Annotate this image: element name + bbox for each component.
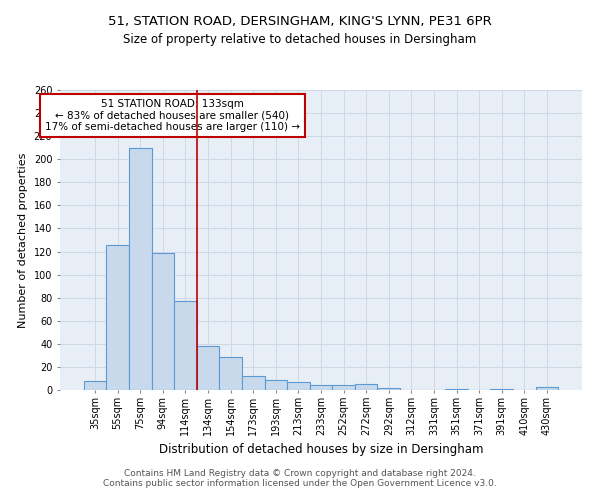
X-axis label: Distribution of detached houses by size in Dersingham: Distribution of detached houses by size …: [159, 444, 483, 456]
Bar: [129, 148, 152, 390]
Bar: [84, 381, 106, 390]
Bar: [536, 386, 558, 390]
Bar: [242, 376, 265, 390]
Bar: [310, 386, 332, 390]
Text: 51 STATION ROAD: 133sqm
← 83% of detached houses are smaller (540)
17% of semi-d: 51 STATION ROAD: 133sqm ← 83% of detache…: [45, 99, 300, 132]
Text: Contains HM Land Registry data © Crown copyright and database right 2024.: Contains HM Land Registry data © Crown c…: [124, 468, 476, 477]
Text: Contains public sector information licensed under the Open Government Licence v3: Contains public sector information licen…: [103, 478, 497, 488]
Bar: [197, 346, 220, 390]
Bar: [152, 252, 174, 390]
Bar: [355, 384, 377, 390]
Bar: [445, 389, 468, 390]
Text: 51, STATION ROAD, DERSINGHAM, KING'S LYNN, PE31 6PR: 51, STATION ROAD, DERSINGHAM, KING'S LYN…: [108, 15, 492, 28]
Bar: [106, 244, 129, 390]
Bar: [332, 386, 355, 390]
Bar: [490, 389, 513, 390]
Bar: [265, 380, 287, 390]
Bar: [174, 301, 197, 390]
Bar: [220, 356, 242, 390]
Bar: [377, 388, 400, 390]
Bar: [287, 382, 310, 390]
Text: Size of property relative to detached houses in Dersingham: Size of property relative to detached ho…: [124, 32, 476, 46]
Y-axis label: Number of detached properties: Number of detached properties: [18, 152, 28, 328]
